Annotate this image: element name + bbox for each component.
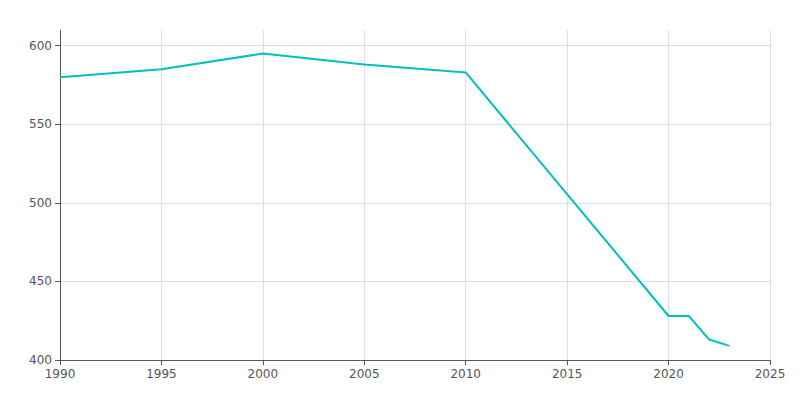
- svg-text:2010: 2010: [450, 367, 481, 381]
- svg-text:2000: 2000: [248, 367, 279, 381]
- svg-text:400: 400: [29, 353, 52, 367]
- svg-text:2025: 2025: [755, 367, 786, 381]
- svg-text:500: 500: [29, 196, 52, 210]
- svg-text:550: 550: [29, 117, 52, 131]
- svg-text:2005: 2005: [349, 367, 380, 381]
- svg-text:2020: 2020: [653, 367, 684, 381]
- svg-text:600: 600: [29, 39, 52, 53]
- svg-text:1995: 1995: [146, 367, 177, 381]
- svg-text:1990: 1990: [45, 367, 76, 381]
- svg-text:2015: 2015: [552, 367, 583, 381]
- svg-text:450: 450: [29, 274, 52, 288]
